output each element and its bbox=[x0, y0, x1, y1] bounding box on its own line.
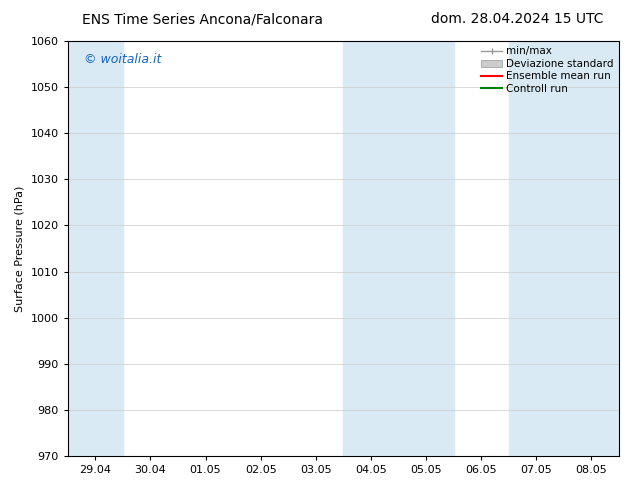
Bar bbox=[508, 41, 619, 456]
Bar bbox=[344, 41, 453, 456]
Text: ENS Time Series Ancona/Falconara: ENS Time Series Ancona/Falconara bbox=[82, 12, 323, 26]
Text: © woitalia.it: © woitalia.it bbox=[84, 53, 162, 67]
Bar bbox=[68, 41, 123, 456]
Y-axis label: Surface Pressure (hPa): Surface Pressure (hPa) bbox=[15, 185, 25, 312]
Legend: min/max, Deviazione standard, Ensemble mean run, Controll run: min/max, Deviazione standard, Ensemble m… bbox=[479, 44, 616, 96]
Text: dom. 28.04.2024 15 UTC: dom. 28.04.2024 15 UTC bbox=[431, 12, 604, 26]
